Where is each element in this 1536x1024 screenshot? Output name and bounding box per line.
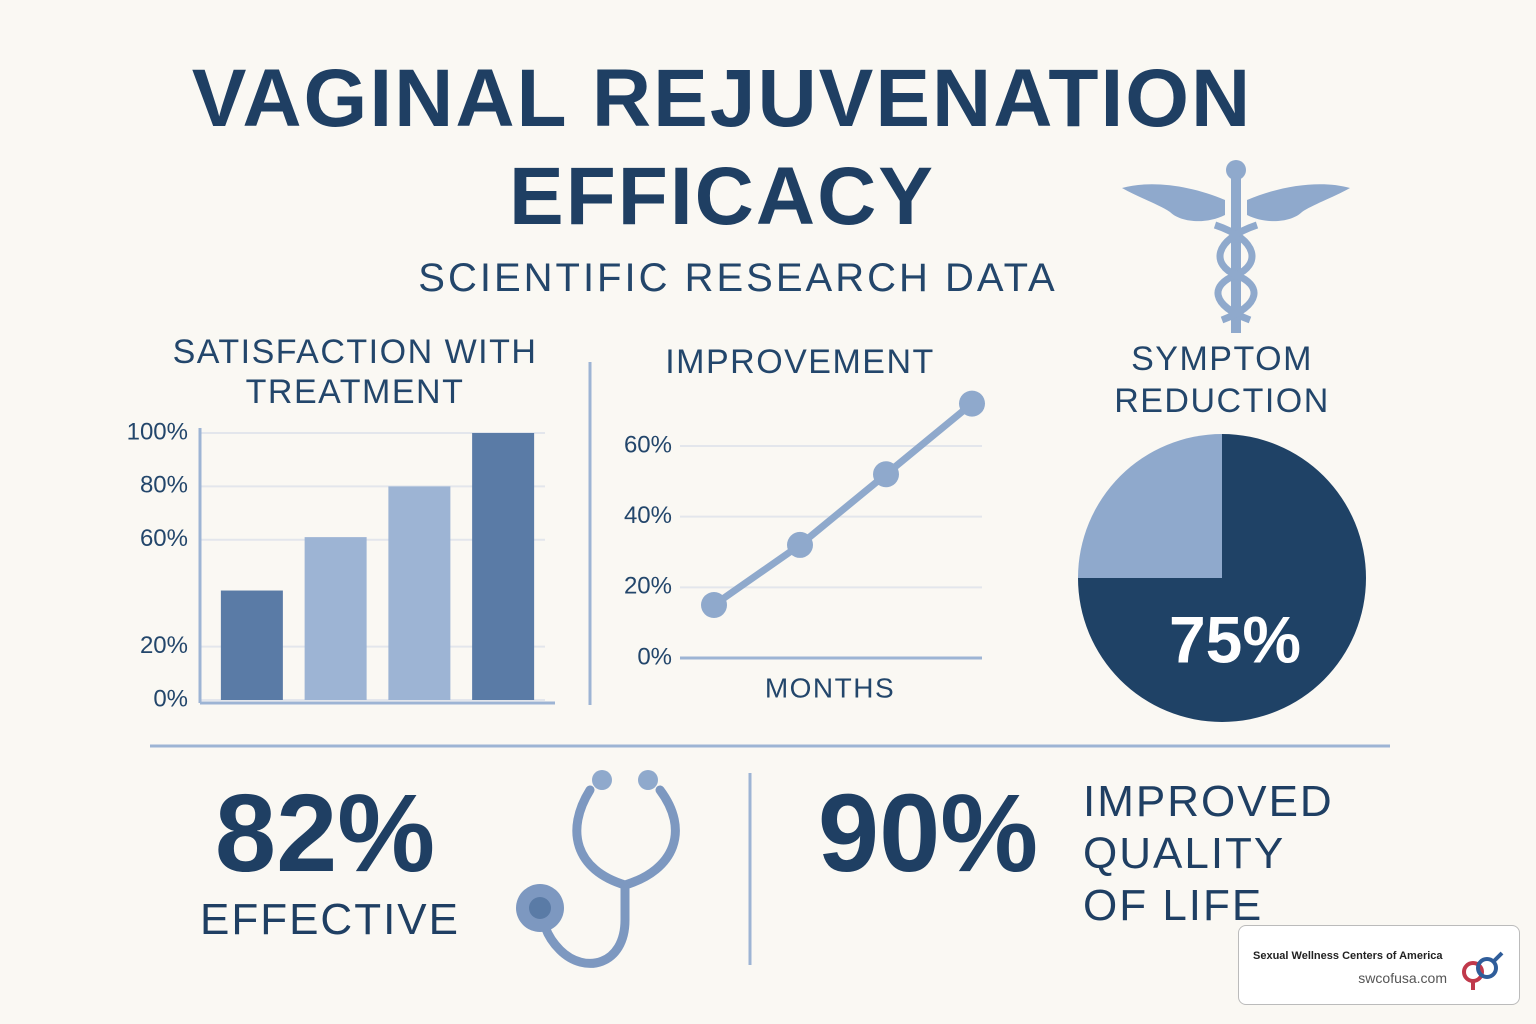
y-tick-label: 0% — [637, 643, 672, 670]
data-label: 75% — [1169, 602, 1301, 676]
bar — [304, 537, 367, 700]
stat-label-line: OF LIFE — [1083, 881, 1264, 930]
stat-label-line: EFFECTIVE — [199, 895, 461, 944]
y-tick-label: 0% — [153, 685, 188, 712]
caduceus-icon — [1122, 160, 1350, 333]
subtitle: SCIENTIFIC RESEARCH DATA — [418, 256, 1058, 300]
y-tick-label: 20% — [624, 573, 672, 600]
y-tick-label: 20% — [140, 632, 188, 659]
badge-name: Sexual Wellness Centers of America — [1253, 950, 1443, 962]
y-tick-label: 60% — [624, 431, 672, 458]
stat-label: IMPROVED QUALITY OF LIFE — [1083, 776, 1483, 932]
badge-url: swcofusa.com — [1358, 970, 1447, 986]
y-tick-label: 60% — [140, 525, 188, 552]
badge-logo — [1462, 951, 1504, 990]
stethoscope-icon — [516, 770, 680, 968]
x-axis-label: MONTHS — [765, 672, 895, 703]
bar — [388, 486, 451, 700]
chart-title: IMPROVEMENT — [665, 343, 935, 381]
y-tick-label: 80% — [140, 472, 188, 499]
y-tick-label: 40% — [624, 502, 672, 529]
stat-label-line: IMPROVED — [1083, 777, 1334, 826]
point — [959, 390, 985, 417]
stat-value: 82% — [214, 772, 436, 895]
chart-title: SATISFACTION WITH TREATMENT — [172, 333, 538, 411]
y-tick-label: 100% — [127, 418, 188, 445]
title: VAGINAL REJUVENATION EFFICACY — [191, 53, 1253, 242]
chart-title: SYMPTOM REDUCTION — [1114, 340, 1330, 420]
point — [873, 461, 899, 488]
pie-slice — [1078, 434, 1222, 578]
line — [711, 400, 975, 608]
stat-value: 90% — [817, 772, 1039, 895]
bar — [472, 433, 535, 700]
stat-label-line: QUALITY — [1083, 829, 1286, 878]
point — [787, 531, 813, 558]
point — [701, 592, 727, 618]
badge: Sexual Wellness Centers of America swcof… — [1238, 925, 1520, 1005]
stat-label: EFFECTIVE — [130, 894, 530, 946]
bar — [220, 590, 283, 700]
